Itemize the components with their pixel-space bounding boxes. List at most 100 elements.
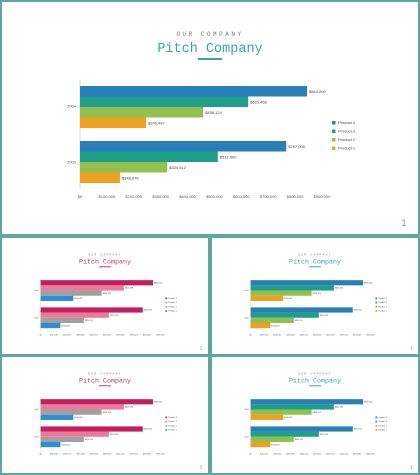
x-tick-label: $600,000	[116, 454, 125, 456]
x-tick-label: $200,000	[63, 454, 72, 456]
x-tick-label: $200,000	[273, 454, 282, 456]
bar-product-2-2004	[250, 409, 312, 415]
bar-product-1-2004	[80, 117, 147, 128]
data-label: $245,487	[284, 298, 292, 300]
slide-title: Pitch Company	[289, 258, 341, 266]
data-label: $324,512	[85, 439, 93, 441]
title-underline	[309, 385, 321, 387]
legend-swatch	[165, 416, 168, 419]
slide-title: Pitch Company	[157, 42, 262, 57]
x-tick-label: $400,000	[300, 335, 309, 337]
x-tick-label: $300,000	[76, 335, 85, 337]
data-label: $625,456	[335, 288, 344, 290]
bar-product-1-2004	[40, 295, 74, 301]
data-label: $324,512	[295, 320, 303, 322]
x-tick-label: $0	[40, 454, 43, 456]
x-tick-label: $400,000	[179, 194, 196, 199]
bar-product-1-2003	[40, 441, 61, 448]
bar-product-1-2004	[250, 295, 284, 301]
data-label: $245,487	[148, 120, 165, 125]
x-tick-label: $500,000	[313, 335, 322, 337]
bar-product-4-2004	[250, 399, 364, 405]
bar-product-2-2004	[250, 290, 312, 296]
x-tick-label: $800,000	[287, 194, 304, 199]
category-label: 2003	[67, 160, 77, 165]
x-tick-label: $300,000	[76, 454, 85, 456]
x-tick-label: $0	[78, 194, 83, 199]
x-tick-label: $600,000	[233, 194, 250, 199]
legend-entry: Product 2	[378, 424, 386, 427]
x-tick-label: $600,000	[326, 335, 335, 337]
x-tick-label: $900,000	[366, 454, 375, 456]
data-label: $767,000	[354, 429, 363, 431]
data-label: $458,124	[103, 293, 112, 295]
x-tick-label: $600,000	[326, 454, 335, 456]
x-tick-label: $100,000	[50, 335, 59, 337]
legend-entry: Product 2	[168, 305, 176, 308]
legend-entry: Product 2	[338, 137, 356, 142]
legend-swatch	[165, 310, 168, 312]
data-label: $512,500	[320, 315, 329, 317]
x-tick-label: $700,000	[130, 335, 139, 337]
legend-entry: Product 1	[168, 310, 176, 313]
slide-page-number: 2	[200, 464, 203, 469]
slide-eyebrow: OUR COMPANY	[298, 253, 331, 256]
data-label: $458,124	[103, 412, 112, 414]
x-tick-label: $500,000	[313, 454, 322, 456]
bar-product-1-2003	[40, 322, 61, 329]
legend-entry: Product 4	[168, 297, 177, 300]
slide-eyebrow: OUR COMPANY	[88, 372, 121, 375]
legend-entry: Product 2	[378, 305, 386, 308]
bar-product-2-2004	[40, 409, 102, 415]
x-tick-label: $100,000	[260, 454, 269, 456]
x-tick-label: $0	[40, 335, 43, 337]
slide-page-number: 2	[200, 345, 203, 350]
data-label: $148,678	[61, 325, 70, 327]
legend-swatch	[165, 429, 168, 431]
legend-entry: Product 4	[378, 297, 387, 300]
slide-thumbnail-4[interactable]: OUR COMPANY Pitch Company 2004 $844,200 $625…	[2, 357, 208, 473]
x-tick-label: $300,000	[152, 194, 169, 199]
legend-entry: Product 2	[168, 424, 176, 427]
bar-product-3-2003	[40, 431, 109, 437]
data-label: $148,678	[61, 444, 70, 446]
slide-canvas: OUR COMPANY Pitch Company 2004 $844,200 $625…	[67, 31, 406, 228]
slide-thumbnail-2[interactable]: OUR COMPANY Pitch Company 2004 $844,200 $625…	[2, 238, 208, 354]
bar-product-3-2004	[80, 96, 249, 107]
data-label: $767,000	[144, 310, 153, 312]
legend-entry: Product 4	[338, 120, 356, 125]
legend-swatch	[332, 129, 336, 133]
data-label: $625,456	[125, 288, 134, 290]
bar-product-3-2004	[250, 285, 334, 291]
legend-swatch	[375, 301, 378, 304]
data-label: $625,456	[250, 99, 267, 104]
legend-entry: Product 1	[378, 429, 386, 432]
slide-eyebrow: OUR COMPANY	[298, 372, 331, 375]
x-tick-label: $800,000	[143, 335, 152, 337]
slide-eyebrow: OUR COMPANY	[88, 253, 121, 256]
x-tick-label: $0	[250, 454, 253, 456]
x-tick-label: $900,000	[156, 335, 165, 337]
slide-thumbnail-3[interactable]: OUR COMPANY Pitch Company 2004 $844,200 $625…	[212, 238, 418, 354]
x-tick-label: $800,000	[143, 454, 152, 456]
category-label: 2003	[34, 437, 39, 439]
data-label: $512,500	[110, 434, 119, 436]
title-underline	[309, 266, 321, 268]
legend-swatch	[375, 305, 378, 308]
x-tick-label: $600,000	[116, 335, 125, 337]
legend-swatch	[165, 297, 168, 300]
slide-thumbnail-main[interactable]: OUR COMPANY Pitch Company 2004 $844,200 $625…	[2, 2, 418, 234]
slide-thumbnail-5[interactable]: OUR COMPANY Pitch Company 2004 $844,200 $625…	[212, 357, 418, 473]
data-label: $844,200	[154, 401, 163, 403]
data-label: $512,500	[110, 315, 119, 317]
category-label: 2004	[244, 290, 249, 292]
legend-swatch	[375, 416, 378, 419]
x-tick-label: $500,000	[206, 194, 223, 199]
x-tick-label: $700,000	[340, 454, 349, 456]
legend-entry: Product 1	[378, 310, 386, 313]
x-tick-label: $400,000	[90, 454, 99, 456]
legend-swatch	[375, 420, 378, 423]
slide-page-number: 1	[410, 345, 413, 350]
x-tick-label: $900,000	[366, 335, 375, 337]
legend-swatch	[165, 301, 168, 304]
